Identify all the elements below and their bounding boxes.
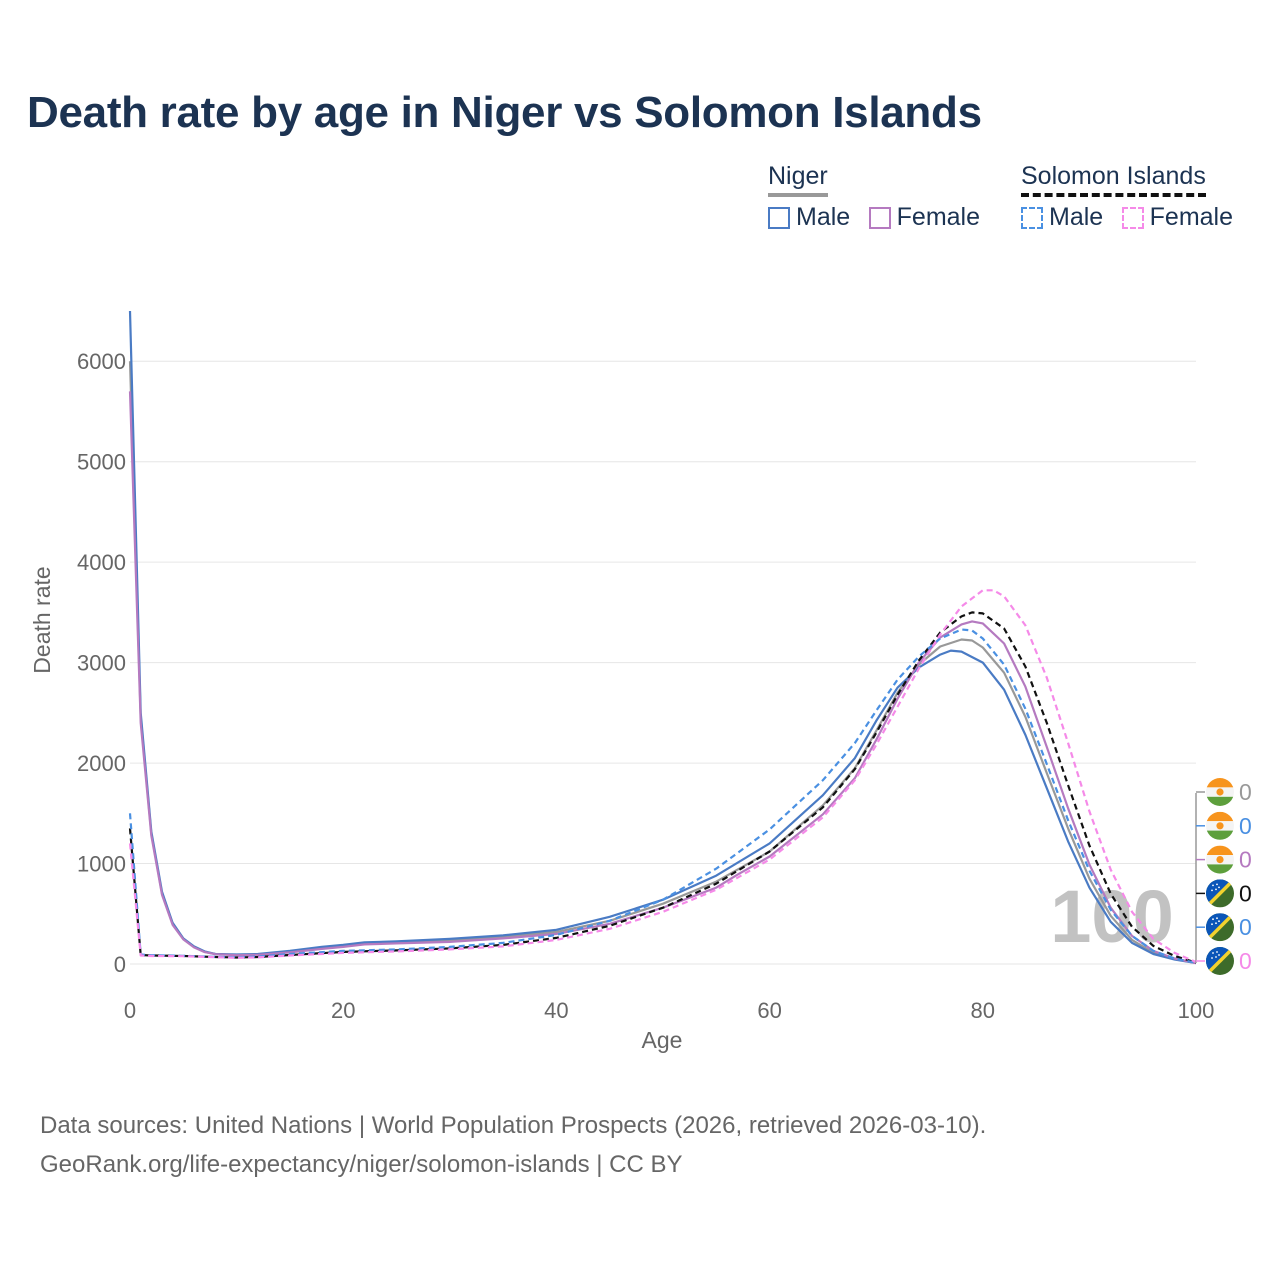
niger-flag-icon <box>1206 778 1234 806</box>
legend-item-label: Male <box>1049 203 1104 231</box>
grid-lines <box>130 360 1196 965</box>
x-tick-label: 40 <box>544 998 568 1023</box>
end-label-value: 0 <box>1239 880 1252 906</box>
legend-item-solomon-male[interactable]: Male <box>1021 203 1103 232</box>
end-label-value: 0 <box>1239 779 1252 805</box>
legend-item-label: Female <box>896 203 981 231</box>
y-tick-label: 2000 <box>77 751 126 776</box>
x-axis-label: Age <box>642 1027 683 1053</box>
series-line-3[interactable] <box>128 611 1197 964</box>
end-label-value: 0 <box>1239 948 1252 974</box>
legend-item-niger-female[interactable]: Female <box>868 203 981 232</box>
niger-flag-icon <box>1206 811 1234 840</box>
end-label-value: 0 <box>1239 813 1252 839</box>
y-tick-labels: 0 1000 2000 3000 4000 5000 6000 <box>77 349 126 977</box>
legend-item-label: Female <box>1149 203 1234 231</box>
legend-swatch-icon <box>768 206 790 229</box>
x-tick-label: 20 <box>331 998 355 1023</box>
end-label-value: 0 <box>1239 847 1252 873</box>
y-tick-label: 0 <box>114 952 126 977</box>
y-tick-label: 1000 <box>77 852 126 877</box>
x-tick-label: 60 <box>757 998 781 1023</box>
legend-group-solomon-islands[interactable]: Solomon Islands Male Female <box>1021 162 1247 234</box>
legend-item-solomon-female[interactable]: Female <box>1121 203 1234 232</box>
y-tick-label: 3000 <box>77 651 126 676</box>
niger-flag-icon <box>1206 845 1234 874</box>
legend-item-label: Male <box>796 203 851 231</box>
legend-group-name: Solomon Islands <box>1021 162 1206 197</box>
y-tick-label: 6000 <box>77 349 126 374</box>
legend-group-name: Niger <box>768 162 828 197</box>
y-axis-label: Death rate <box>29 566 55 673</box>
series-lines <box>128 310 1197 965</box>
x-tick-label: 0 <box>124 998 136 1023</box>
y-tick-label: 5000 <box>77 450 126 475</box>
x-tick-label: 100 <box>1178 998 1215 1023</box>
x-tick-label: 80 <box>971 998 995 1023</box>
series-line-2[interactable] <box>128 391 1197 965</box>
end-labels: 0 0 0 0 0 0 <box>1195 778 1252 975</box>
solomon-flag-icon <box>1206 879 1234 908</box>
series-line-1[interactable] <box>128 310 1197 965</box>
series-line-4[interactable] <box>128 628 1197 964</box>
legend-swatch-icon <box>868 206 891 229</box>
solomon-flag-icon <box>1206 947 1234 975</box>
solomon-flag-icon <box>1206 913 1234 942</box>
footer-sources: Data sources: United Nations | World Pop… <box>40 1112 987 1139</box>
series-line-5[interactable] <box>128 589 1197 964</box>
series-line-0[interactable] <box>128 361 1197 965</box>
legend-swatch-icon <box>1021 206 1043 229</box>
end-label-value: 0 <box>1239 914 1252 940</box>
chart-title: Death rate by age in Niger vs Solomon Is… <box>27 88 982 137</box>
legend-swatch-icon <box>1121 206 1144 229</box>
footer: Data sources: United Nations | World Pop… <box>40 1106 986 1184</box>
footer-link[interactable]: GeoRank.org/life-expectancy/niger/solomo… <box>40 1151 683 1178</box>
y-tick-label: 4000 <box>77 550 126 575</box>
legend-group-niger[interactable]: Niger Male Female <box>768 162 994 234</box>
legend-item-niger-male[interactable]: Male <box>768 203 850 232</box>
x-tick-labels: 0 20 40 60 80 100 <box>124 998 1214 1023</box>
